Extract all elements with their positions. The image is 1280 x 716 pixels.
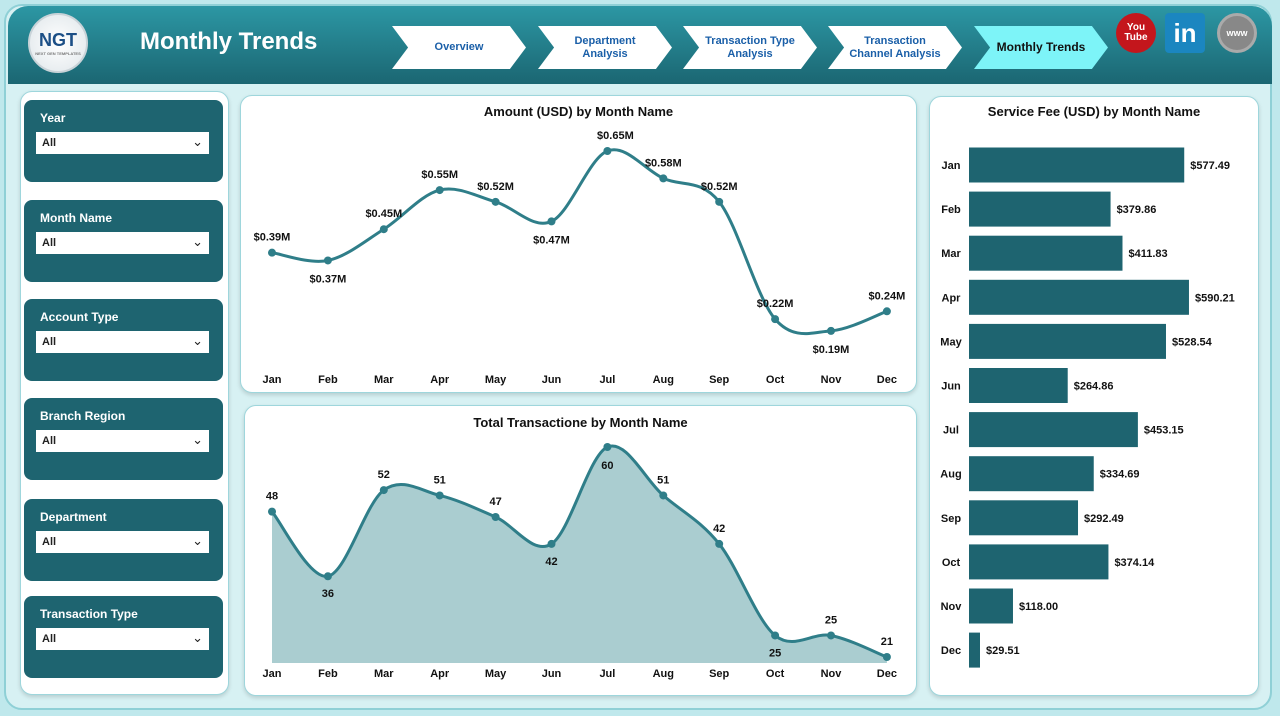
page-title: Monthly Trends [140, 28, 318, 55]
filter-value: All [42, 536, 57, 548]
filter-card: Department All ⌄ [24, 499, 223, 581]
chevron-down-icon: ⌄ [192, 630, 203, 645]
filter-label: Month Name [40, 211, 112, 225]
chevron-down-icon: ⌄ [192, 134, 203, 149]
filter-dropdown[interactable]: All ⌄ [36, 232, 209, 254]
filter-card: Year All ⌄ [24, 100, 223, 182]
filter-label: Transaction Type [40, 607, 138, 621]
filter-dropdown[interactable]: All ⌄ [36, 430, 209, 452]
filter-value: All [42, 336, 57, 348]
filter-dropdown[interactable]: All ⌄ [36, 132, 209, 154]
nav-transaction-channel-analysis[interactable]: Transaction Channel Analysis [828, 26, 962, 69]
chart-title: Service Fee (USD) by Month Name [987, 104, 1201, 119]
nav-monthly-trends[interactable]: Monthly Trends [974, 26, 1108, 69]
filter-value: All [42, 237, 57, 249]
service-fee-chart-card: Service Fee (USD) by Month Name [929, 96, 1259, 696]
filter-value: All [42, 137, 57, 149]
youtube-icon[interactable]: You Tube [1116, 13, 1156, 53]
filter-panel [20, 91, 229, 695]
filter-value: All [42, 633, 57, 645]
filter-dropdown[interactable]: All ⌄ [36, 331, 209, 353]
filter-dropdown[interactable]: All ⌄ [36, 531, 209, 553]
nav-transaction-type-analysis[interactable]: Transaction Type Analysis [683, 26, 817, 69]
filter-label: Department [40, 510, 107, 524]
chart-title: Amount (USD) by Month Name [483, 104, 674, 119]
filter-card: Transaction Type All ⌄ [24, 596, 223, 678]
chart-title: Total Transactione by Month Name [473, 415, 688, 430]
chevron-down-icon: ⌄ [192, 432, 203, 447]
filter-label: Year [40, 111, 66, 125]
filter-card: Month Name All ⌄ [24, 200, 223, 282]
globe-icon[interactable]: www [1217, 13, 1257, 53]
linkedin-icon[interactable]: in [1165, 13, 1205, 53]
filter-label: Account Type [40, 310, 119, 324]
chevron-down-icon: ⌄ [192, 333, 203, 348]
filter-card: Branch Region All ⌄ [24, 398, 223, 480]
amount-chart-card: Amount (USD) by Month Name [240, 95, 917, 393]
filter-value: All [42, 435, 57, 447]
filter-label: Branch Region [40, 409, 126, 423]
ngt-logo[interactable]: NGT NEXT GEN TEMPLATES [28, 13, 88, 73]
nav-department-analysis[interactable]: Department Analysis [538, 26, 672, 69]
chevron-down-icon: ⌄ [192, 234, 203, 249]
transactions-chart-card: Total Transactione by Month Name [244, 405, 917, 696]
nav-overview[interactable]: Overview [392, 26, 526, 69]
filter-dropdown[interactable]: All ⌄ [36, 628, 209, 650]
chevron-down-icon: ⌄ [192, 533, 203, 548]
filter-card: Account Type All ⌄ [24, 299, 223, 381]
